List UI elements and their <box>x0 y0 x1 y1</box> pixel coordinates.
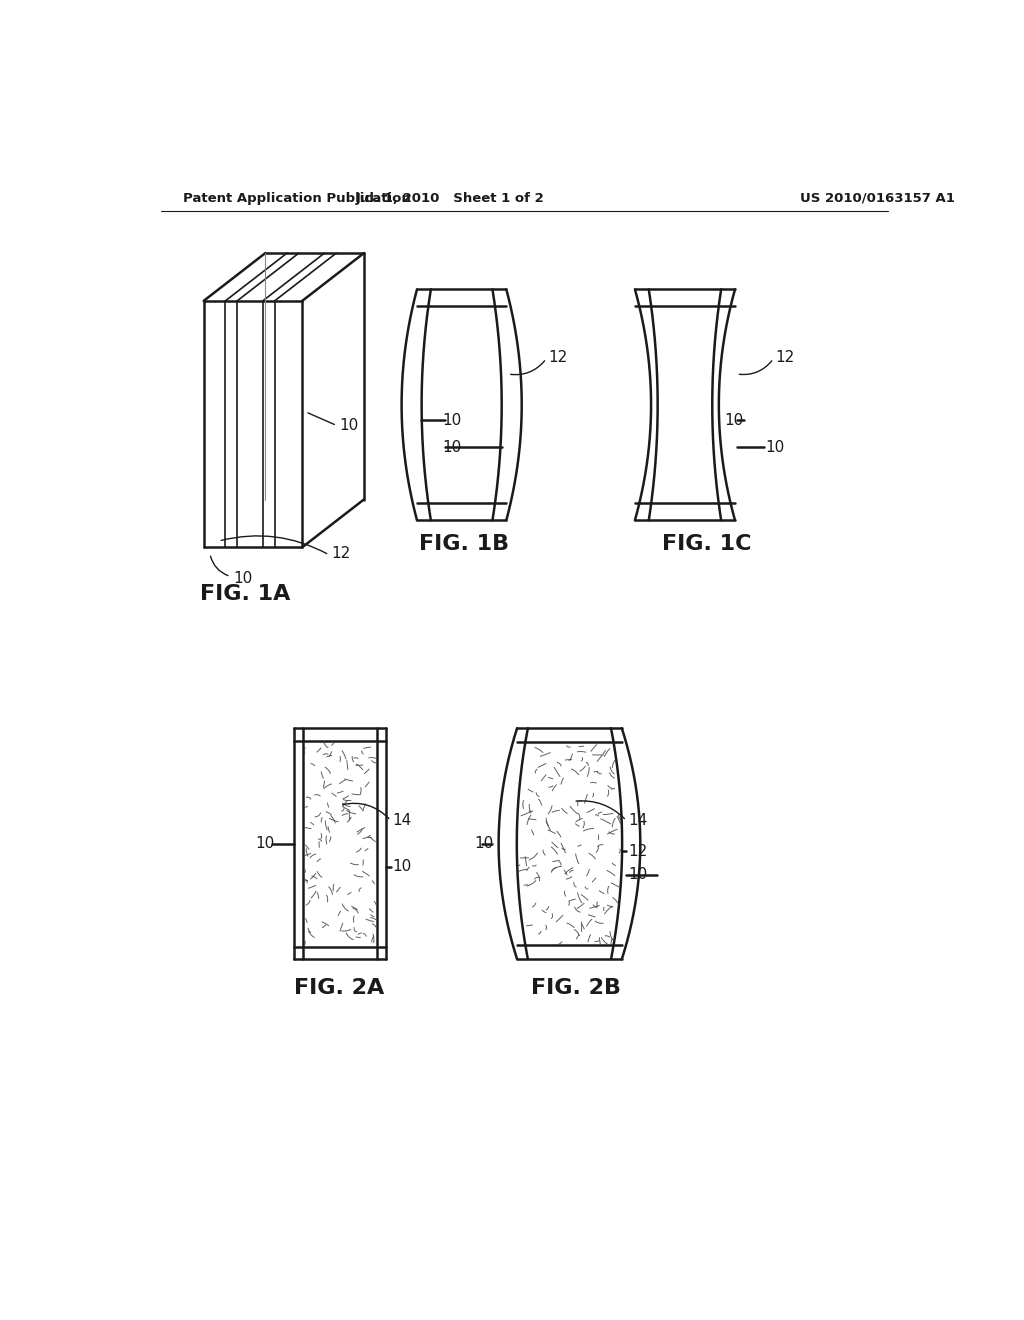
Text: 14: 14 <box>628 813 647 828</box>
Text: 10: 10 <box>339 418 358 433</box>
Text: 12: 12 <box>775 350 795 364</box>
Text: 10: 10 <box>766 440 785 454</box>
Text: 10: 10 <box>255 836 274 851</box>
Text: FIG. 1C: FIG. 1C <box>662 533 752 553</box>
Text: Jul. 1, 2010   Sheet 1 of 2: Jul. 1, 2010 Sheet 1 of 2 <box>355 191 545 205</box>
Text: 10: 10 <box>628 867 647 882</box>
Text: FIG. 1B: FIG. 1B <box>419 533 509 553</box>
Text: US 2010/0163157 A1: US 2010/0163157 A1 <box>801 191 955 205</box>
Text: 10: 10 <box>442 440 462 454</box>
Text: FIG. 2B: FIG. 2B <box>531 978 621 998</box>
Text: 14: 14 <box>392 813 412 828</box>
Text: 12: 12 <box>548 350 567 364</box>
Text: 10: 10 <box>475 836 494 851</box>
Text: FIG. 2A: FIG. 2A <box>294 978 384 998</box>
Text: 10: 10 <box>233 570 252 586</box>
Text: 10: 10 <box>392 859 412 874</box>
Text: 10: 10 <box>442 413 462 428</box>
Text: 10: 10 <box>724 413 743 428</box>
Text: 12: 12 <box>332 546 351 561</box>
Text: 12: 12 <box>628 843 647 859</box>
Text: FIG. 1A: FIG. 1A <box>200 583 290 603</box>
Text: Patent Application Publication: Patent Application Publication <box>183 191 411 205</box>
